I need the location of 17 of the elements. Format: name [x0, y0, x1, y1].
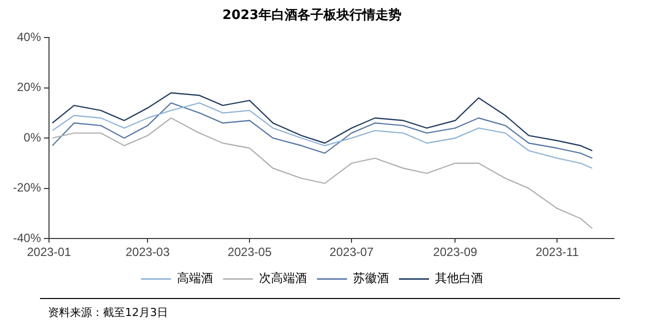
- y-tick-label: -40%: [13, 230, 42, 245]
- x-tick-label: 2023-03: [126, 245, 170, 260]
- x-tick-label: 2023-11: [536, 245, 580, 260]
- text: 资料来源：截至12月3日: [48, 305, 168, 320]
- y-tick-label: 20%: [16, 80, 42, 94]
- legend-label: 次高端酒: [259, 271, 307, 286]
- x-tick-label: 2023-07: [330, 245, 374, 260]
- legend-label: 其他白酒: [435, 271, 483, 286]
- legend-label: 苏徽酒: [353, 271, 389, 286]
- y-tick-label: 0%: [24, 130, 42, 144]
- x-tick-label: 2023-09: [433, 245, 478, 260]
- y-tick-label: -20%: [13, 180, 42, 195]
- x-tick-label: 2023-05: [228, 245, 272, 260]
- y-tick-label: 40%: [16, 30, 42, 44]
- chart-title: 2023年白酒各子板块行情走势: [222, 7, 402, 24]
- legend-label: 高端酒: [177, 271, 213, 286]
- x-tick-label: 2023-01: [26, 245, 72, 260]
